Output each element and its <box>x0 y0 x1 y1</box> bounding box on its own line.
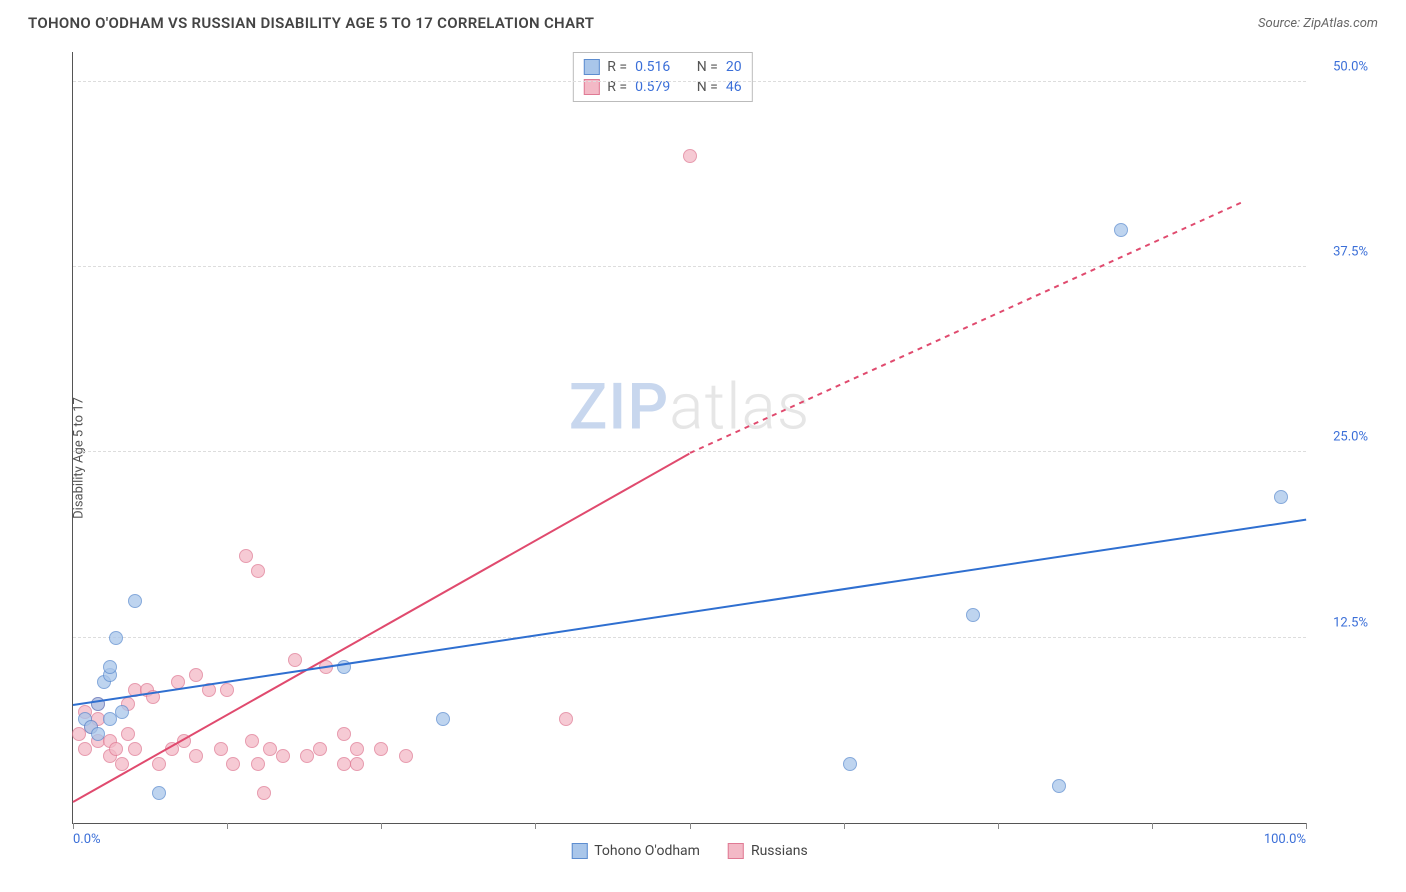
point-russians <box>350 742 364 756</box>
point-russians <box>350 757 364 771</box>
point-russians <box>189 749 203 763</box>
point-russians <box>313 742 327 756</box>
legend-r-value: 0.516 <box>635 59 670 75</box>
x-tick <box>227 823 228 829</box>
watermark: ZIPatlas <box>569 369 811 444</box>
series-legend-label: Tohono O'odham <box>594 843 700 859</box>
point-russians <box>226 757 240 771</box>
point-russians <box>399 749 413 763</box>
point-russians <box>220 683 234 697</box>
point-russians <box>245 734 259 748</box>
series-legend-label: Russians <box>751 843 808 859</box>
point-russians <box>109 742 123 756</box>
y-tick-label: 50.0% <box>1333 59 1368 74</box>
legend-n-label: N = <box>697 59 718 75</box>
plot-area: ZIPatlas R =0.516 N =20R =0.579 N =46 To… <box>72 52 1306 824</box>
legend-swatch <box>728 843 744 859</box>
point-russians <box>374 742 388 756</box>
y-tick-label: 37.5% <box>1333 245 1368 260</box>
point-tohono <box>128 594 142 608</box>
point-tohono <box>1114 223 1128 237</box>
x-tick <box>73 823 74 829</box>
point-tohono <box>966 608 980 622</box>
y-tick-label: 25.0% <box>1333 430 1368 445</box>
point-russians <box>239 549 253 563</box>
legend-stat-row: R = 0.516 N = 20 <box>583 57 741 77</box>
series-legend-item: Russians <box>728 843 808 859</box>
x-tick <box>690 823 691 829</box>
legend-swatch <box>571 843 587 859</box>
legend-r-label: R = <box>607 59 627 75</box>
point-russians <box>276 749 290 763</box>
y-tick-label: 12.5% <box>1333 615 1368 630</box>
x-tick <box>998 823 999 829</box>
legend-n-value: 20 <box>726 59 742 75</box>
point-russians <box>128 742 142 756</box>
chart-container: Disability Age 5 to 17 ZIPatlas R =0.516… <box>28 48 1378 868</box>
series-legend-item: Tohono O'odham <box>571 843 700 859</box>
point-tohono <box>103 660 117 674</box>
point-tohono <box>91 727 105 741</box>
trend-line <box>73 519 1306 706</box>
x-tick <box>1306 823 1307 829</box>
point-tohono <box>115 705 129 719</box>
x-tick <box>535 823 536 829</box>
gridline <box>73 637 1306 638</box>
stats-legend: R =0.516 N =20R =0.579 N =46 <box>572 52 752 102</box>
point-russians <box>288 653 302 667</box>
point-russians <box>152 757 166 771</box>
gridline <box>73 81 1306 82</box>
point-russians <box>214 742 228 756</box>
point-tohono <box>1274 490 1288 504</box>
gridline <box>73 266 1306 267</box>
legend-swatch <box>583 59 599 75</box>
point-tohono <box>436 712 450 726</box>
x-tick-label: 0.0% <box>73 832 101 847</box>
series-legend: Tohono O'odham Russians <box>571 843 807 859</box>
point-tohono <box>1052 779 1066 793</box>
x-tick <box>381 823 382 829</box>
source-attribution: Source: ZipAtlas.com <box>1258 16 1378 31</box>
point-russians <box>251 757 265 771</box>
point-russians <box>683 149 697 163</box>
point-russians <box>337 727 351 741</box>
point-russians <box>251 564 265 578</box>
watermark-zip: ZIP <box>569 369 670 444</box>
point-tohono <box>843 757 857 771</box>
point-russians <box>115 757 129 771</box>
point-russians <box>257 786 271 800</box>
point-russians <box>189 668 203 682</box>
x-tick-label: 100.0% <box>1264 832 1306 847</box>
point-tohono <box>109 631 123 645</box>
trend-line <box>689 200 1245 454</box>
point-tohono <box>152 786 166 800</box>
point-russians <box>559 712 573 726</box>
chart-title: TOHONO O'ODHAM VS RUSSIAN DISABILITY AGE… <box>28 14 594 32</box>
point-russians <box>121 727 135 741</box>
x-tick <box>844 823 845 829</box>
x-tick <box>1152 823 1153 829</box>
